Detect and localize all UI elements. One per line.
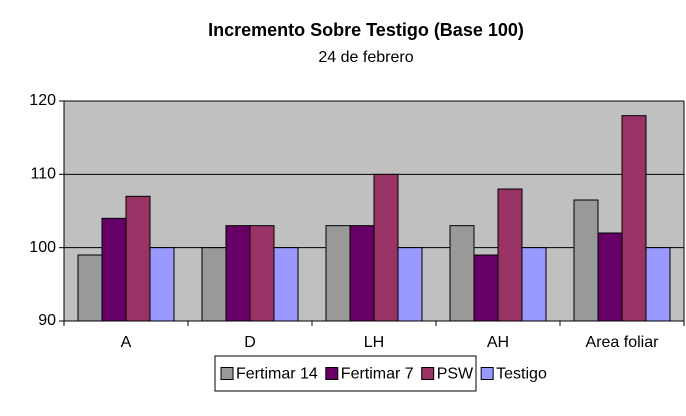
legend-swatch xyxy=(421,367,435,380)
bar xyxy=(573,199,599,322)
x-tick-label: D xyxy=(244,334,256,351)
legend-label: Testigo xyxy=(496,366,547,383)
bar xyxy=(201,247,227,322)
bar xyxy=(349,225,375,322)
y-tick-label: 120 xyxy=(29,92,56,109)
chart-subtitle: 24 de febrero xyxy=(318,49,413,66)
bar xyxy=(597,232,623,322)
bar xyxy=(645,247,671,322)
bar xyxy=(101,217,127,322)
bar xyxy=(473,254,499,322)
bar xyxy=(497,188,523,322)
x-tick-label: A xyxy=(121,334,132,351)
y-tick-label: 100 xyxy=(29,239,56,256)
y-tick-label: 110 xyxy=(30,166,56,183)
bar xyxy=(125,195,151,322)
legend-label: Fertimar 14 xyxy=(236,366,318,383)
x-tick-label: Area foliar xyxy=(586,334,660,351)
bar xyxy=(373,173,399,322)
bar xyxy=(397,247,423,322)
bar xyxy=(249,225,275,322)
legend-label: PSW xyxy=(437,366,474,383)
chart-title: Incremento Sobre Testigo (Base 100) xyxy=(208,20,524,40)
bar xyxy=(621,115,647,322)
bar xyxy=(77,254,103,322)
bar xyxy=(149,247,175,322)
bar xyxy=(449,225,475,322)
bar xyxy=(273,247,299,322)
bar xyxy=(325,225,351,322)
legend-label: Fertimar 7 xyxy=(341,366,414,383)
bar xyxy=(521,247,547,322)
x-tick-label: LH xyxy=(364,334,384,351)
legend-swatch xyxy=(220,367,234,380)
bar xyxy=(225,225,251,322)
legend-swatch xyxy=(480,367,494,380)
x-tick-label: AH xyxy=(487,334,509,351)
legend-swatch xyxy=(325,367,339,380)
y-tick-label: 90 xyxy=(38,312,56,329)
